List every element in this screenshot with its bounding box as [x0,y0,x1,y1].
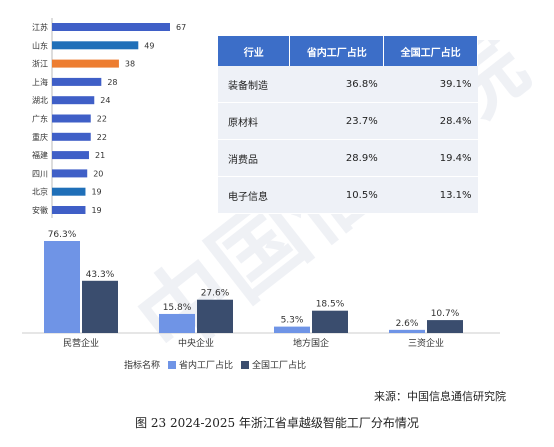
bar-value-label: 10.7% [431,309,460,319]
enterprise-type-bar-chart: 76.3% 43.3% 民营企业 15.8% 27.6% 中央企业 5.3% 18.5% 地方国… [22,230,500,349]
bar-value-label: 2.6% [396,319,419,329]
province-label: 江苏 [32,22,48,32]
province-value-label: 28 [107,78,117,87]
table-cell: 消费品 [218,139,290,177]
legend-title: 指标名称 [124,361,161,371]
legend-label-national: 全国工厂占比 [252,361,307,371]
province-label: 重庆 [32,132,48,142]
province-label: 广东 [32,114,48,124]
figure-caption: 图 23 2024-2025 年浙江省卓越级智能工厂分布情况 [135,416,419,430]
category-label: 三资企业 [408,337,444,349]
table-row: 装备制造 36.8% 39.1% [218,66,478,103]
category-label: 地方国企 [293,337,329,349]
province-bar [52,114,91,123]
province-label: 湖北 [32,96,48,105]
province-value-label: 22 [97,133,107,142]
table-column-header: 省内工厂占比 [289,36,385,66]
table-row: 电子信息 10.5% 13.1% [218,176,478,214]
category-label: 中央企业 [178,337,214,349]
table-cell: 39.1% [383,66,478,103]
province-value-label: 24 [100,96,110,105]
province-value-label: 20 [93,169,103,178]
bar-value-label: 15.8% [163,303,192,313]
table-cell: 原材料 [218,102,290,140]
province-label: 浙江 [32,59,48,69]
legend-swatch-provincial [168,360,177,369]
industry-share-table: 行业 省内工厂占比 全国工厂占比 装备制造 36.8% 39.1% 原材料 23.7% 28.… [218,36,478,214]
province-bar [52,96,95,105]
table-body: 装备制造 36.8% 39.1% 原材料 23.7% 28.4% 消费品 28.9% 19.4%… [218,66,478,214]
chart-legend: 指标名称 省内工厂占比 全国工厂占比 [124,358,306,371]
table-cell: 28.9% [289,139,384,177]
province-value-label: 19 [91,206,101,215]
province-value-label: 38 [125,60,135,69]
province-bar [52,41,139,50]
category-label: 民营企业 [63,337,99,349]
province-value-label: 21 [95,151,105,160]
table-cell: 13.1% [383,176,478,214]
province-value-label: 19 [91,188,101,197]
national-share-bar [82,280,118,333]
bar-value-label: 76.3% [48,230,77,240]
province-value-label: 22 [97,115,107,124]
table-cell: 23.7% [289,102,384,140]
province-label: 福建 [32,150,48,160]
national-share-bar [427,320,463,333]
table-row: 消费品 28.9% 19.4% [218,139,478,177]
province-bar-chart: 江苏 67 山东 49 浙江 38 上海 28 湖北 24 广东 22 重庆 22 福建 21 四川 20 北京 19… [32,18,186,218]
national-share-bar [312,310,348,333]
table-header-row: 行业 省内工厂占比 全国工厂占比 [218,36,478,66]
table-cell: 电子信息 [218,176,290,214]
province-bar [52,187,86,196]
bar-value-label: 5.3% [281,316,304,326]
table-cell: 19.4% [383,139,478,177]
table-row: 原材料 23.7% 28.4% [218,102,478,140]
provincial-share-bar [44,241,80,333]
province-bar [52,206,86,214]
province-bar [52,77,102,86]
province-label: 山东 [32,40,48,50]
provincial-share-bar [389,329,425,333]
provincial-share-bar [274,326,310,333]
source-note: 来源：中国信息通信研究院 [374,390,506,403]
province-bar [52,169,88,178]
table-column-header: 全国工厂占比 [383,36,478,66]
bar-value-label: 27.6% [201,289,230,299]
table-cell: 10.5% [289,176,384,214]
province-value-label: 49 [144,41,154,50]
table-cell: 28.4% [383,102,478,140]
bar-value-label: 18.5% [316,300,345,310]
province-bar [52,59,119,68]
legend-label-provincial: 省内工厂占比 [179,361,234,371]
bar-value-label: 43.3% [86,270,115,280]
province-bar [52,23,170,31]
table-cell: 装备制造 [218,66,290,103]
province-label: 北京 [32,187,48,197]
table-column-header: 行业 [218,36,291,66]
province-bar [52,151,89,160]
provincial-share-bar [159,313,195,333]
province-label: 四川 [32,169,48,178]
legend-swatch-national [241,360,250,369]
province-label: 安徽 [32,205,48,215]
province-bar [52,132,91,141]
province-value-label: 67 [176,23,186,32]
national-share-bar [197,299,233,333]
table-cell: 36.8% [289,66,384,103]
province-label: 上海 [32,77,48,87]
